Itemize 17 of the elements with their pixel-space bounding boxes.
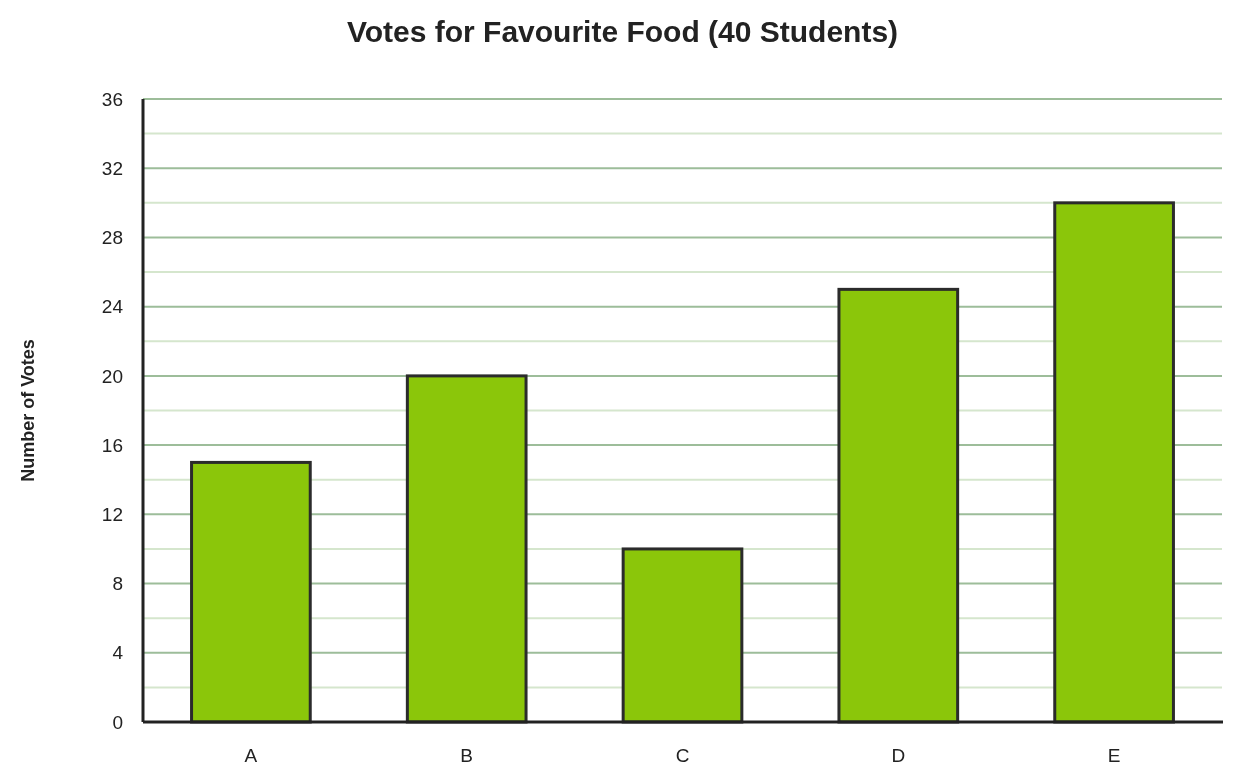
x-tick-label: C: [675, 745, 690, 766]
y-tick-label: 0: [112, 711, 123, 733]
x-tick-label: B: [460, 745, 474, 766]
x-tick-label: E: [1107, 745, 1121, 766]
y-tick-label: 32: [101, 157, 123, 179]
y-tick-label: 8: [112, 573, 123, 595]
y-tick-label: 36: [101, 88, 123, 110]
y-tick-label: 16: [101, 434, 123, 456]
y-axis-title: Number of Votes: [18, 339, 38, 482]
chart-title: Votes for Favourite Food (40 Students): [346, 15, 899, 48]
x-tick-label: D: [891, 745, 906, 766]
y-tick-label: 28: [101, 227, 123, 249]
y-tick-label: 24: [101, 296, 124, 318]
y-tick-label: 20: [101, 365, 123, 387]
y-tick-label: 12: [101, 503, 123, 525]
y-tick-label: 4: [112, 642, 124, 664]
x-tick-label: A: [244, 745, 258, 766]
